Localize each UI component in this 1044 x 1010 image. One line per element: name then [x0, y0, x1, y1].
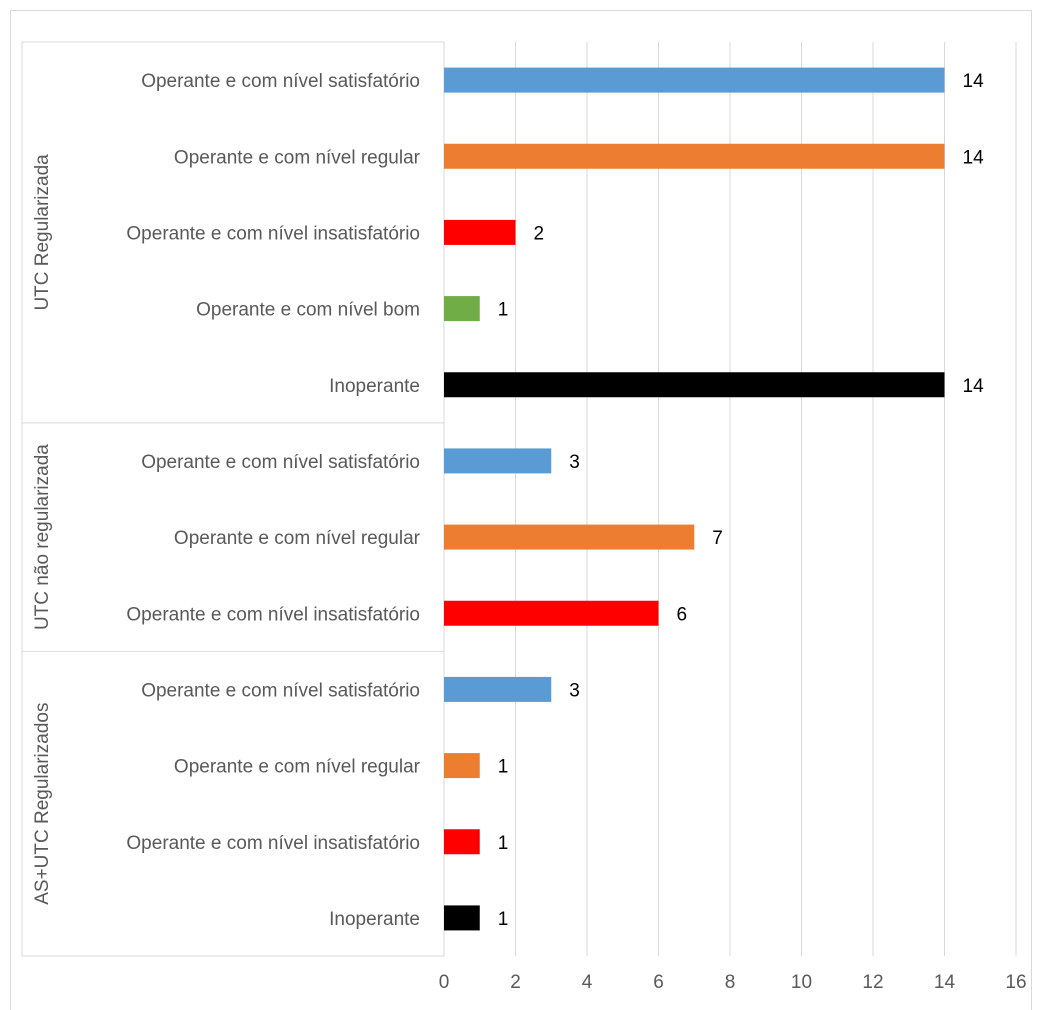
category-label: Operante e com nível satisfatório — [141, 452, 420, 473]
category-label: Operante e com nível regular — [174, 147, 421, 168]
bar — [444, 829, 480, 855]
category-label: Inoperante — [329, 376, 420, 397]
chart-frame — [10, 10, 1032, 1010]
bar — [444, 905, 480, 931]
group-label: AS+UTC Regularizados — [32, 703, 53, 905]
data-label: 14 — [963, 376, 985, 397]
x-tick-label: 2 — [510, 972, 521, 993]
category-label: Operante e com nível insatisfatório — [126, 223, 420, 244]
bar — [444, 143, 945, 169]
data-label: 1 — [498, 909, 509, 930]
data-label: 14 — [963, 147, 985, 168]
data-label: 1 — [498, 300, 509, 321]
x-tick-label: 10 — [791, 972, 812, 993]
category-label: Operante e com nível regular — [174, 757, 421, 778]
category-label: Operante e com nível regular — [174, 528, 421, 549]
data-label: 3 — [569, 680, 580, 701]
category-label: Operante e com nível insatisfatório — [126, 833, 420, 854]
bar — [444, 448, 552, 474]
group-label: UTC Regularizada — [32, 154, 53, 311]
x-tick-label: 16 — [1005, 972, 1026, 993]
bar — [444, 372, 945, 398]
x-tick-label: 8 — [725, 972, 736, 993]
category-label: Operante e com nível insatisfatório — [126, 604, 420, 625]
data-label: 2 — [534, 223, 545, 244]
data-label: 3 — [569, 452, 580, 473]
category-label: Operante e com nível satisfatório — [141, 71, 420, 92]
x-tick-label: 12 — [862, 972, 883, 993]
data-label: 1 — [498, 833, 509, 854]
category-label: Inoperante — [329, 909, 420, 930]
bar — [444, 296, 480, 322]
x-tick-label: 0 — [439, 972, 450, 993]
bar — [444, 219, 516, 245]
category-label: Operante e com nível bom — [196, 300, 420, 321]
x-tick-label: 14 — [934, 972, 956, 993]
x-tick-label: 4 — [582, 972, 593, 993]
bar — [444, 676, 552, 702]
data-label: 1 — [498, 757, 509, 778]
data-label: 6 — [677, 604, 688, 625]
group-label: UTC não regularizada — [32, 444, 53, 630]
data-label: 7 — [712, 528, 723, 549]
bar — [444, 67, 945, 93]
data-label: 14 — [963, 71, 985, 92]
bar — [444, 524, 695, 550]
category-label: Operante e com nível satisfatório — [141, 680, 420, 701]
bar — [444, 753, 480, 779]
x-tick-label: 6 — [653, 972, 664, 993]
bar — [444, 600, 659, 626]
